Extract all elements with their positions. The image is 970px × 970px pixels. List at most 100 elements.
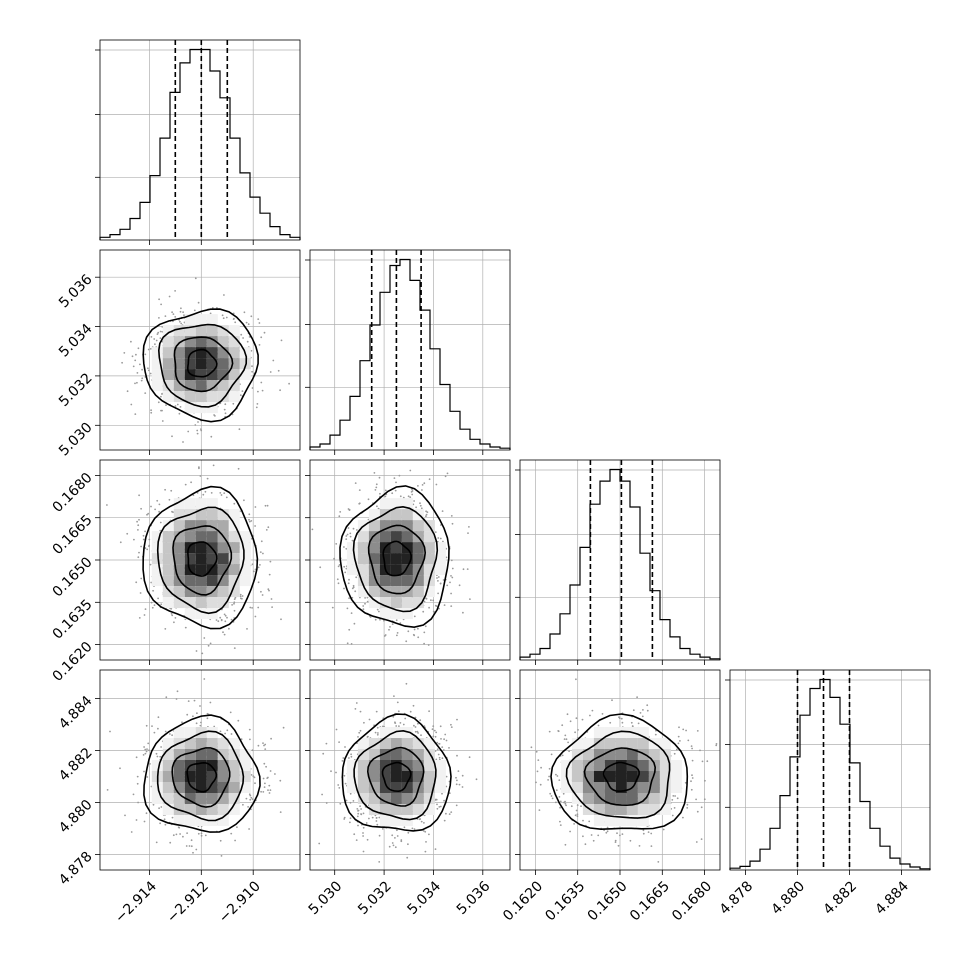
density-cell	[184, 542, 196, 554]
scatter-point	[195, 650, 198, 652]
scatter-point	[196, 432, 199, 435]
scatter-point	[142, 534, 145, 537]
scatter-point	[233, 598, 236, 600]
scatter-point	[375, 817, 378, 819]
density-cell	[173, 358, 185, 370]
density-cell	[239, 575, 251, 587]
scatter-point	[338, 515, 341, 518]
density-cell	[379, 597, 391, 609]
scatter-point	[237, 719, 240, 722]
y-tick-label: 4.878	[56, 849, 96, 889]
scatter-point	[383, 619, 385, 622]
scatter-point	[393, 477, 396, 479]
scatter-point	[378, 861, 381, 863]
density-cell	[217, 358, 229, 370]
scatter-point	[335, 728, 338, 731]
scatter-point	[432, 599, 435, 602]
scatter-point	[466, 568, 469, 570]
scatter-point	[149, 763, 151, 765]
density-cell	[162, 531, 174, 543]
scatter-point	[362, 812, 365, 815]
scatter-point	[164, 730, 167, 733]
scatter-point	[180, 307, 182, 310]
density-cell	[173, 564, 185, 576]
scatter-point	[163, 818, 166, 821]
scatter-point	[392, 844, 395, 847]
scatter-point	[195, 848, 198, 851]
scatter-point	[157, 716, 160, 719]
scatter-point	[155, 752, 158, 755]
scatter-point	[450, 515, 453, 517]
histogram-step	[309, 258, 511, 450]
density-cell	[184, 391, 196, 403]
density-cell	[390, 564, 402, 576]
scatter-point	[232, 312, 235, 315]
density-cell	[173, 325, 185, 337]
density-cell	[368, 520, 380, 532]
scatter-point	[141, 368, 144, 371]
scatter-point	[200, 721, 202, 724]
density-cell	[162, 347, 174, 359]
scatter-point	[146, 513, 148, 516]
scatter-point	[356, 815, 359, 818]
density-cell	[357, 542, 369, 554]
contour-line	[187, 541, 218, 577]
scatter-point	[159, 330, 162, 333]
scatter-point	[173, 621, 175, 624]
scatter-point	[176, 403, 179, 406]
scatter-point	[444, 733, 447, 736]
density-cell	[379, 608, 391, 620]
scatter-point	[435, 798, 438, 801]
scatter-point	[425, 510, 427, 513]
scatter-point	[245, 321, 248, 324]
scatter-point	[138, 617, 141, 619]
scatter-point	[197, 301, 200, 304]
scatter-point	[248, 518, 250, 521]
scatter-point	[228, 627, 230, 630]
scatter-point	[375, 486, 378, 489]
scatter-point	[367, 498, 370, 501]
density-cell	[390, 553, 402, 565]
scatter-point	[226, 616, 228, 619]
scatter-point	[366, 596, 369, 599]
density-cell	[195, 314, 207, 326]
scatter-point	[279, 779, 282, 782]
histogram-step	[519, 468, 721, 660]
density-cell	[368, 586, 380, 598]
scatter-point	[161, 326, 164, 328]
scatter-point	[137, 347, 140, 350]
scatter-point	[379, 492, 381, 495]
panel-1-1	[305, 249, 511, 455]
scatter-point	[461, 774, 464, 777]
scatter-point	[345, 799, 348, 802]
scatter-point	[143, 746, 146, 748]
scatter-point	[153, 731, 156, 734]
scatter-point	[425, 841, 427, 843]
scatter-point	[175, 698, 178, 700]
scatter-point	[257, 566, 260, 569]
scatter-point	[450, 605, 453, 607]
density-cell	[206, 391, 218, 403]
scatter-point	[148, 545, 150, 548]
density-cell	[217, 509, 229, 521]
scatter-point	[138, 518, 140, 521]
scatter-point	[419, 719, 422, 722]
density-cells	[151, 727, 251, 826]
scatter-point	[348, 628, 351, 631]
scatter-point	[187, 700, 190, 702]
scatter-point	[211, 307, 214, 309]
scatter-point	[441, 746, 444, 748]
scatter-point	[262, 552, 264, 555]
scatter-point	[201, 652, 204, 655]
scatter-point	[363, 721, 365, 724]
scatter-point	[183, 314, 185, 317]
panel-frame	[99, 39, 301, 241]
scatter-point	[158, 298, 161, 301]
density-cell	[217, 336, 229, 348]
scatter-point	[407, 630, 410, 633]
density-cell	[195, 771, 207, 782]
scatter-point	[266, 504, 269, 507]
scatter-point	[443, 738, 445, 741]
scatter-point	[269, 560, 272, 563]
scatter-point	[182, 441, 184, 443]
